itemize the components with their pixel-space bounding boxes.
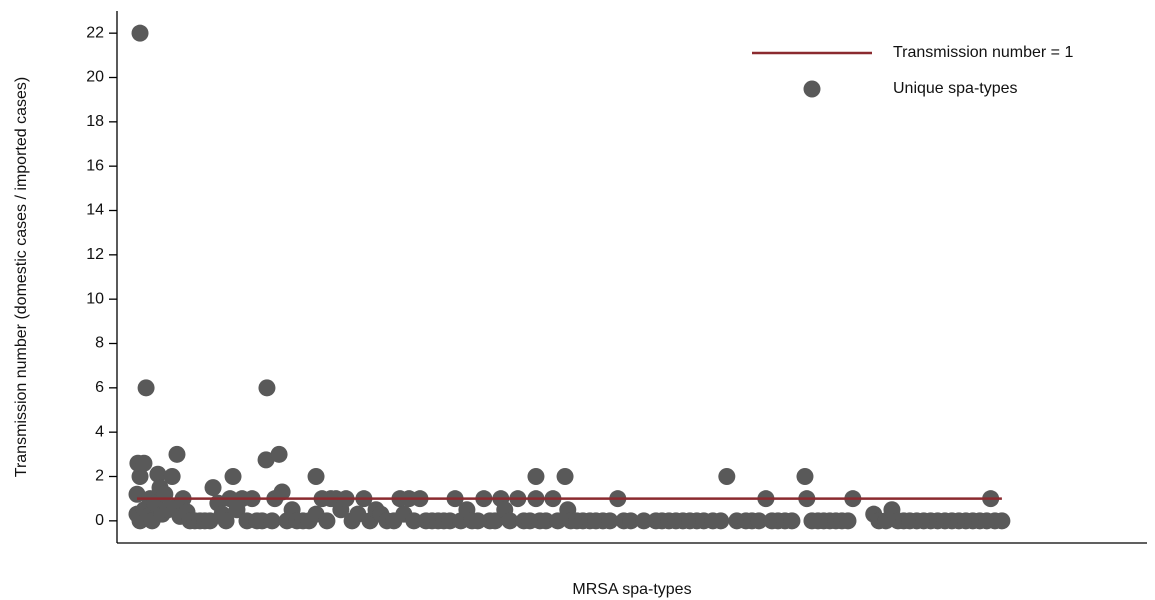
data-point [131,468,149,485]
data-point [527,468,545,485]
y-tick-label: 6 [95,379,104,396]
y-tick-label: 0 [95,512,104,529]
y-tick-label: 18 [86,113,104,130]
data-point [257,451,275,469]
data-point [556,468,574,485]
data-point [307,468,325,485]
y-tick-label: 16 [86,157,104,174]
y-tick-label: 8 [95,335,104,352]
data-point [168,445,186,463]
y-tick-label: 20 [86,69,104,86]
data-point [149,465,167,483]
legend-swatch [803,80,821,98]
data-point [622,512,640,530]
y-tick-label: 14 [86,202,104,219]
data-point [537,512,555,530]
data-point [258,379,276,397]
data-point [270,445,288,463]
data-point [796,468,814,485]
data-point [993,512,1011,530]
data-point [217,512,235,530]
data-point [839,512,857,530]
y-tick-label: 4 [95,423,104,440]
data-point [131,24,149,42]
data-point [635,512,653,530]
data-point [204,479,222,497]
y-axis-label: Transmission number (domestic cases / im… [13,77,30,477]
y-tick-label: 22 [86,24,104,41]
data-point [486,512,504,530]
legend-label: Transmission number = 1 [893,44,1073,61]
data-point [405,512,423,530]
y-tick-label: 2 [95,468,104,485]
data-point [501,512,519,530]
legend-label: Unique spa-types [893,80,1018,97]
data-point [750,512,768,530]
y-tick-label: 12 [86,246,104,263]
data-point [549,512,567,530]
y-tick-label: 10 [86,290,104,307]
x-axis-label: MRSA spa-types [572,581,691,598]
data-point [135,454,153,472]
data-point [601,512,619,530]
data-point [163,468,181,485]
data-point [318,512,336,530]
data-point [469,512,487,530]
data-point [712,512,730,530]
data-point [224,468,242,485]
data-point [273,483,291,501]
data-point [783,512,801,530]
data-point [137,379,155,397]
data-point [263,512,281,530]
data-point [718,468,736,485]
